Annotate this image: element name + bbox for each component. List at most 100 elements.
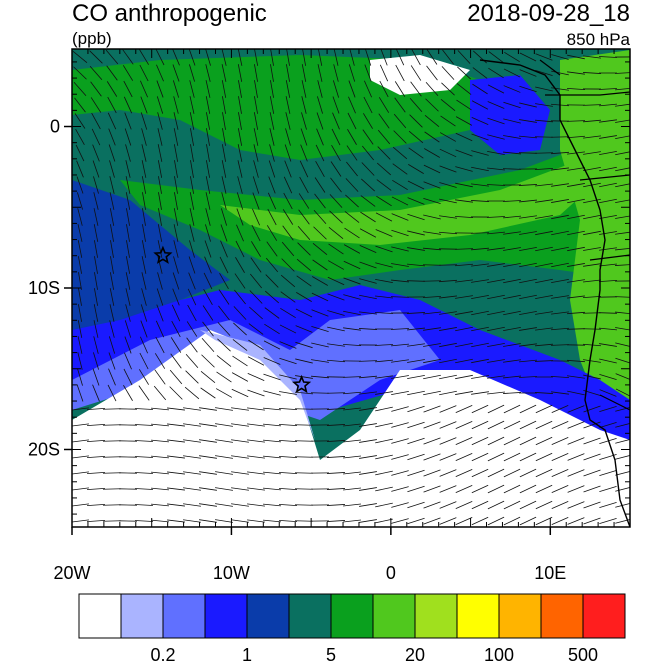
wind-barb (315, 160, 325, 178)
wind-barb (519, 310, 537, 316)
wind-barb (284, 144, 292, 162)
wind-barb (86, 519, 106, 523)
wind-barb (583, 119, 601, 123)
wind-barb (186, 337, 198, 353)
wind-barb (409, 114, 423, 128)
wind-barb (109, 288, 115, 306)
wind-barb (282, 225, 294, 241)
wind-barb (183, 439, 201, 443)
wind-barb (535, 484, 553, 494)
wind-barb (332, 96, 340, 114)
wind-barb (375, 262, 393, 268)
wind-barb (424, 114, 440, 128)
wind-barb (390, 296, 410, 298)
wind-barb (519, 199, 537, 203)
wind-barb (189, 192, 195, 210)
wind-barb (471, 326, 489, 332)
wind-barb (343, 503, 361, 507)
wind-barb (391, 196, 409, 206)
wind-barb (238, 96, 242, 114)
colorbar-label: 0.2 (150, 645, 175, 665)
wind-barb (270, 49, 274, 66)
wind-barb (332, 112, 340, 130)
wind-barb (583, 230, 601, 236)
wind-barb (158, 208, 162, 226)
wind-barb (583, 517, 601, 525)
wind-barb (157, 112, 163, 130)
wind-barb (392, 163, 408, 175)
wind-barb (215, 503, 233, 507)
wind-barb (248, 323, 264, 335)
wind-barb (426, 65, 438, 81)
wind-barb (238, 112, 242, 130)
wind-barb (423, 390, 441, 396)
wind-barb (316, 128, 324, 146)
wind-barb (108, 336, 116, 354)
wind-barb (567, 390, 585, 396)
wind-barb (203, 288, 213, 306)
wind-barb (502, 168, 522, 170)
wind-barb (550, 151, 570, 155)
wind-barb (407, 405, 425, 413)
wind-barb (582, 104, 602, 106)
wind-barb (391, 470, 409, 476)
wind-barb (231, 423, 249, 427)
wind-barb (471, 452, 489, 462)
wind-barb (311, 359, 329, 363)
wind-barb (551, 167, 569, 171)
wind-barb (535, 436, 553, 446)
wind-barb (567, 230, 585, 236)
wind-barb (86, 439, 106, 443)
wind-barb (294, 520, 314, 522)
wind-barb (342, 376, 362, 378)
wind-barb (140, 304, 148, 322)
wind-barb (109, 320, 115, 338)
wind-barb (423, 358, 441, 364)
wind-barb (263, 407, 281, 411)
wind-barb (279, 341, 297, 349)
wind-barb (141, 240, 147, 258)
wind-barb (283, 176, 293, 194)
wind-barb (599, 389, 617, 397)
wind-barb (359, 278, 377, 284)
wind-barb (535, 230, 553, 236)
wind-barb (503, 484, 521, 494)
wind-barb (503, 247, 521, 251)
wind-barb (140, 112, 148, 130)
wind-barb (72, 487, 89, 491)
wind-barb (269, 96, 275, 114)
wind-barb (391, 263, 409, 267)
wind-barb (379, 80, 389, 98)
wind-barb (503, 436, 521, 446)
wind-barb (151, 471, 169, 475)
wind-barb (567, 279, 585, 283)
wind-barb (75, 144, 85, 162)
wind-barb (411, 49, 421, 66)
wind-barb (253, 160, 259, 178)
wind-barb (503, 343, 521, 347)
wind-barb (455, 421, 473, 429)
wind-barb (172, 80, 180, 98)
wind-barb (439, 311, 457, 315)
wind-barb (471, 279, 489, 283)
wind-barb (471, 358, 489, 364)
wind-barb (204, 240, 212, 258)
colorbar-label: 20 (405, 645, 425, 665)
wind-barb (378, 97, 390, 113)
wind-barb (598, 312, 618, 314)
wind-barb (519, 452, 537, 462)
wind-barb (215, 487, 233, 491)
wind-barb (301, 112, 307, 130)
wind-barb (125, 176, 131, 194)
wind-barb (77, 320, 83, 338)
wind-barb (263, 503, 281, 507)
wind-barb (200, 370, 216, 384)
wind-barb (439, 358, 457, 364)
wind-barb (519, 52, 537, 62)
wind-barb (296, 275, 312, 287)
wind-barb (139, 64, 149, 82)
wind-barb (423, 501, 441, 509)
wind-barb (155, 320, 165, 338)
wind-barb (535, 215, 553, 219)
